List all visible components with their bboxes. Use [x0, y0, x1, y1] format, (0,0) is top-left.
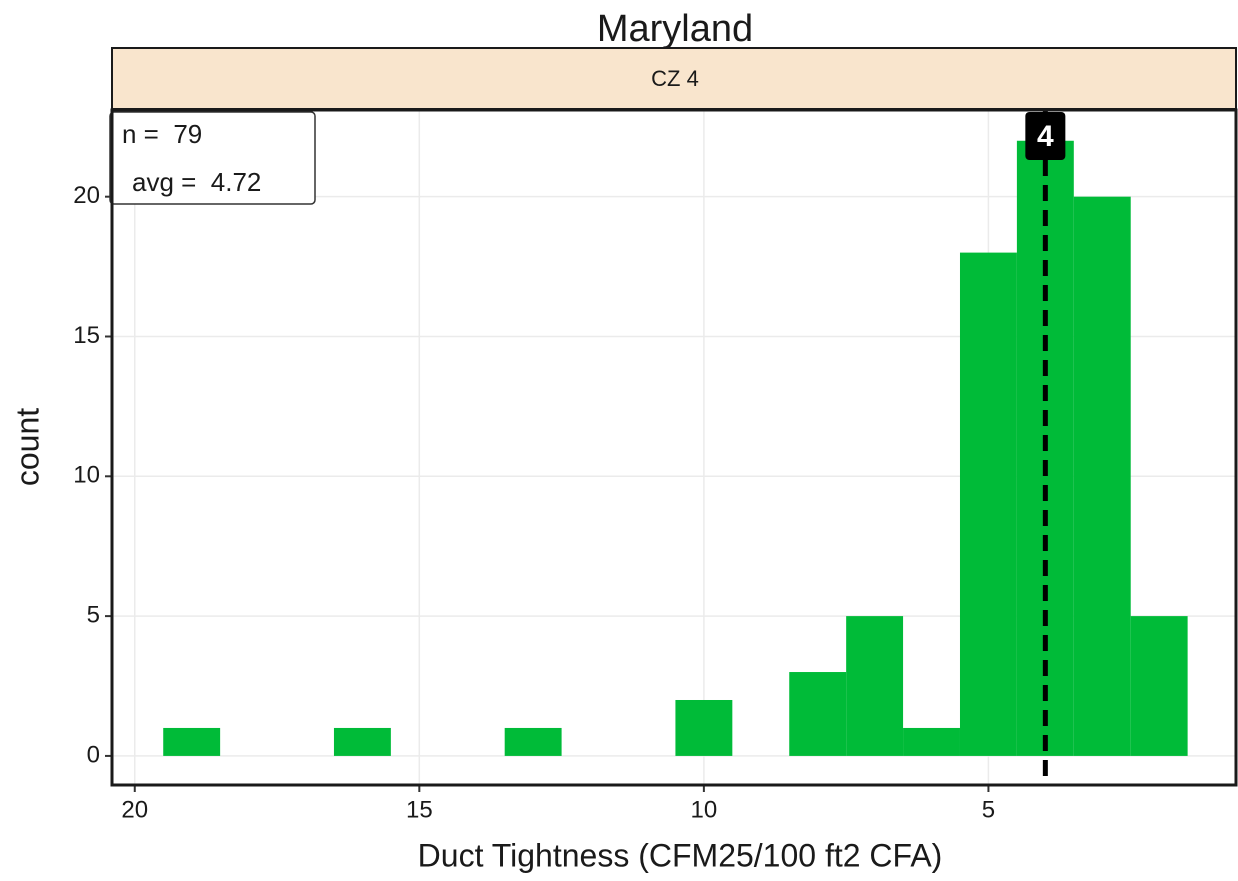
- bar: [1073, 196, 1131, 756]
- plot-area: 0 5 10 15 20 20 15 10 5 4 n = 79 avg = 4.72: [73, 108, 1238, 823]
- x-tick-label: 5: [982, 796, 995, 823]
- y-tick-label: 0: [87, 741, 100, 768]
- bar: [675, 699, 733, 756]
- annotation: n = 79: [122, 119, 202, 149]
- bar: [333, 727, 391, 756]
- annotation: avg = 4.72: [132, 167, 261, 197]
- mean-label-box: [1025, 112, 1066, 160]
- facet-strip: [111, 47, 1237, 110]
- bar: [903, 727, 960, 756]
- chart-title: Maryland: [597, 8, 753, 50]
- bar: [1130, 616, 1188, 756]
- panel-border: [110, 108, 1238, 787]
- bar: [959, 252, 1017, 756]
- bar: [163, 727, 221, 756]
- mean-label: 4: [1037, 120, 1054, 153]
- y-tick-label: 5: [87, 601, 100, 628]
- annotation-box: [109, 111, 316, 205]
- y-axis-label: count: [9, 408, 45, 486]
- bar: [504, 727, 562, 756]
- x-tick-label: 10: [691, 796, 718, 823]
- y-tick-label: 10: [73, 462, 100, 489]
- y-tick-label: 20: [73, 182, 100, 209]
- x-axis-label: Duct Tightness (CFM25/100 ft2 CFA): [418, 837, 943, 873]
- y-tick-label: 15: [73, 322, 100, 349]
- bar: [789, 672, 847, 756]
- bar: [846, 616, 904, 756]
- facet-label: CZ 4: [651, 66, 699, 91]
- x-tick-label: 15: [406, 796, 433, 823]
- x-tick-label: 20: [121, 796, 148, 823]
